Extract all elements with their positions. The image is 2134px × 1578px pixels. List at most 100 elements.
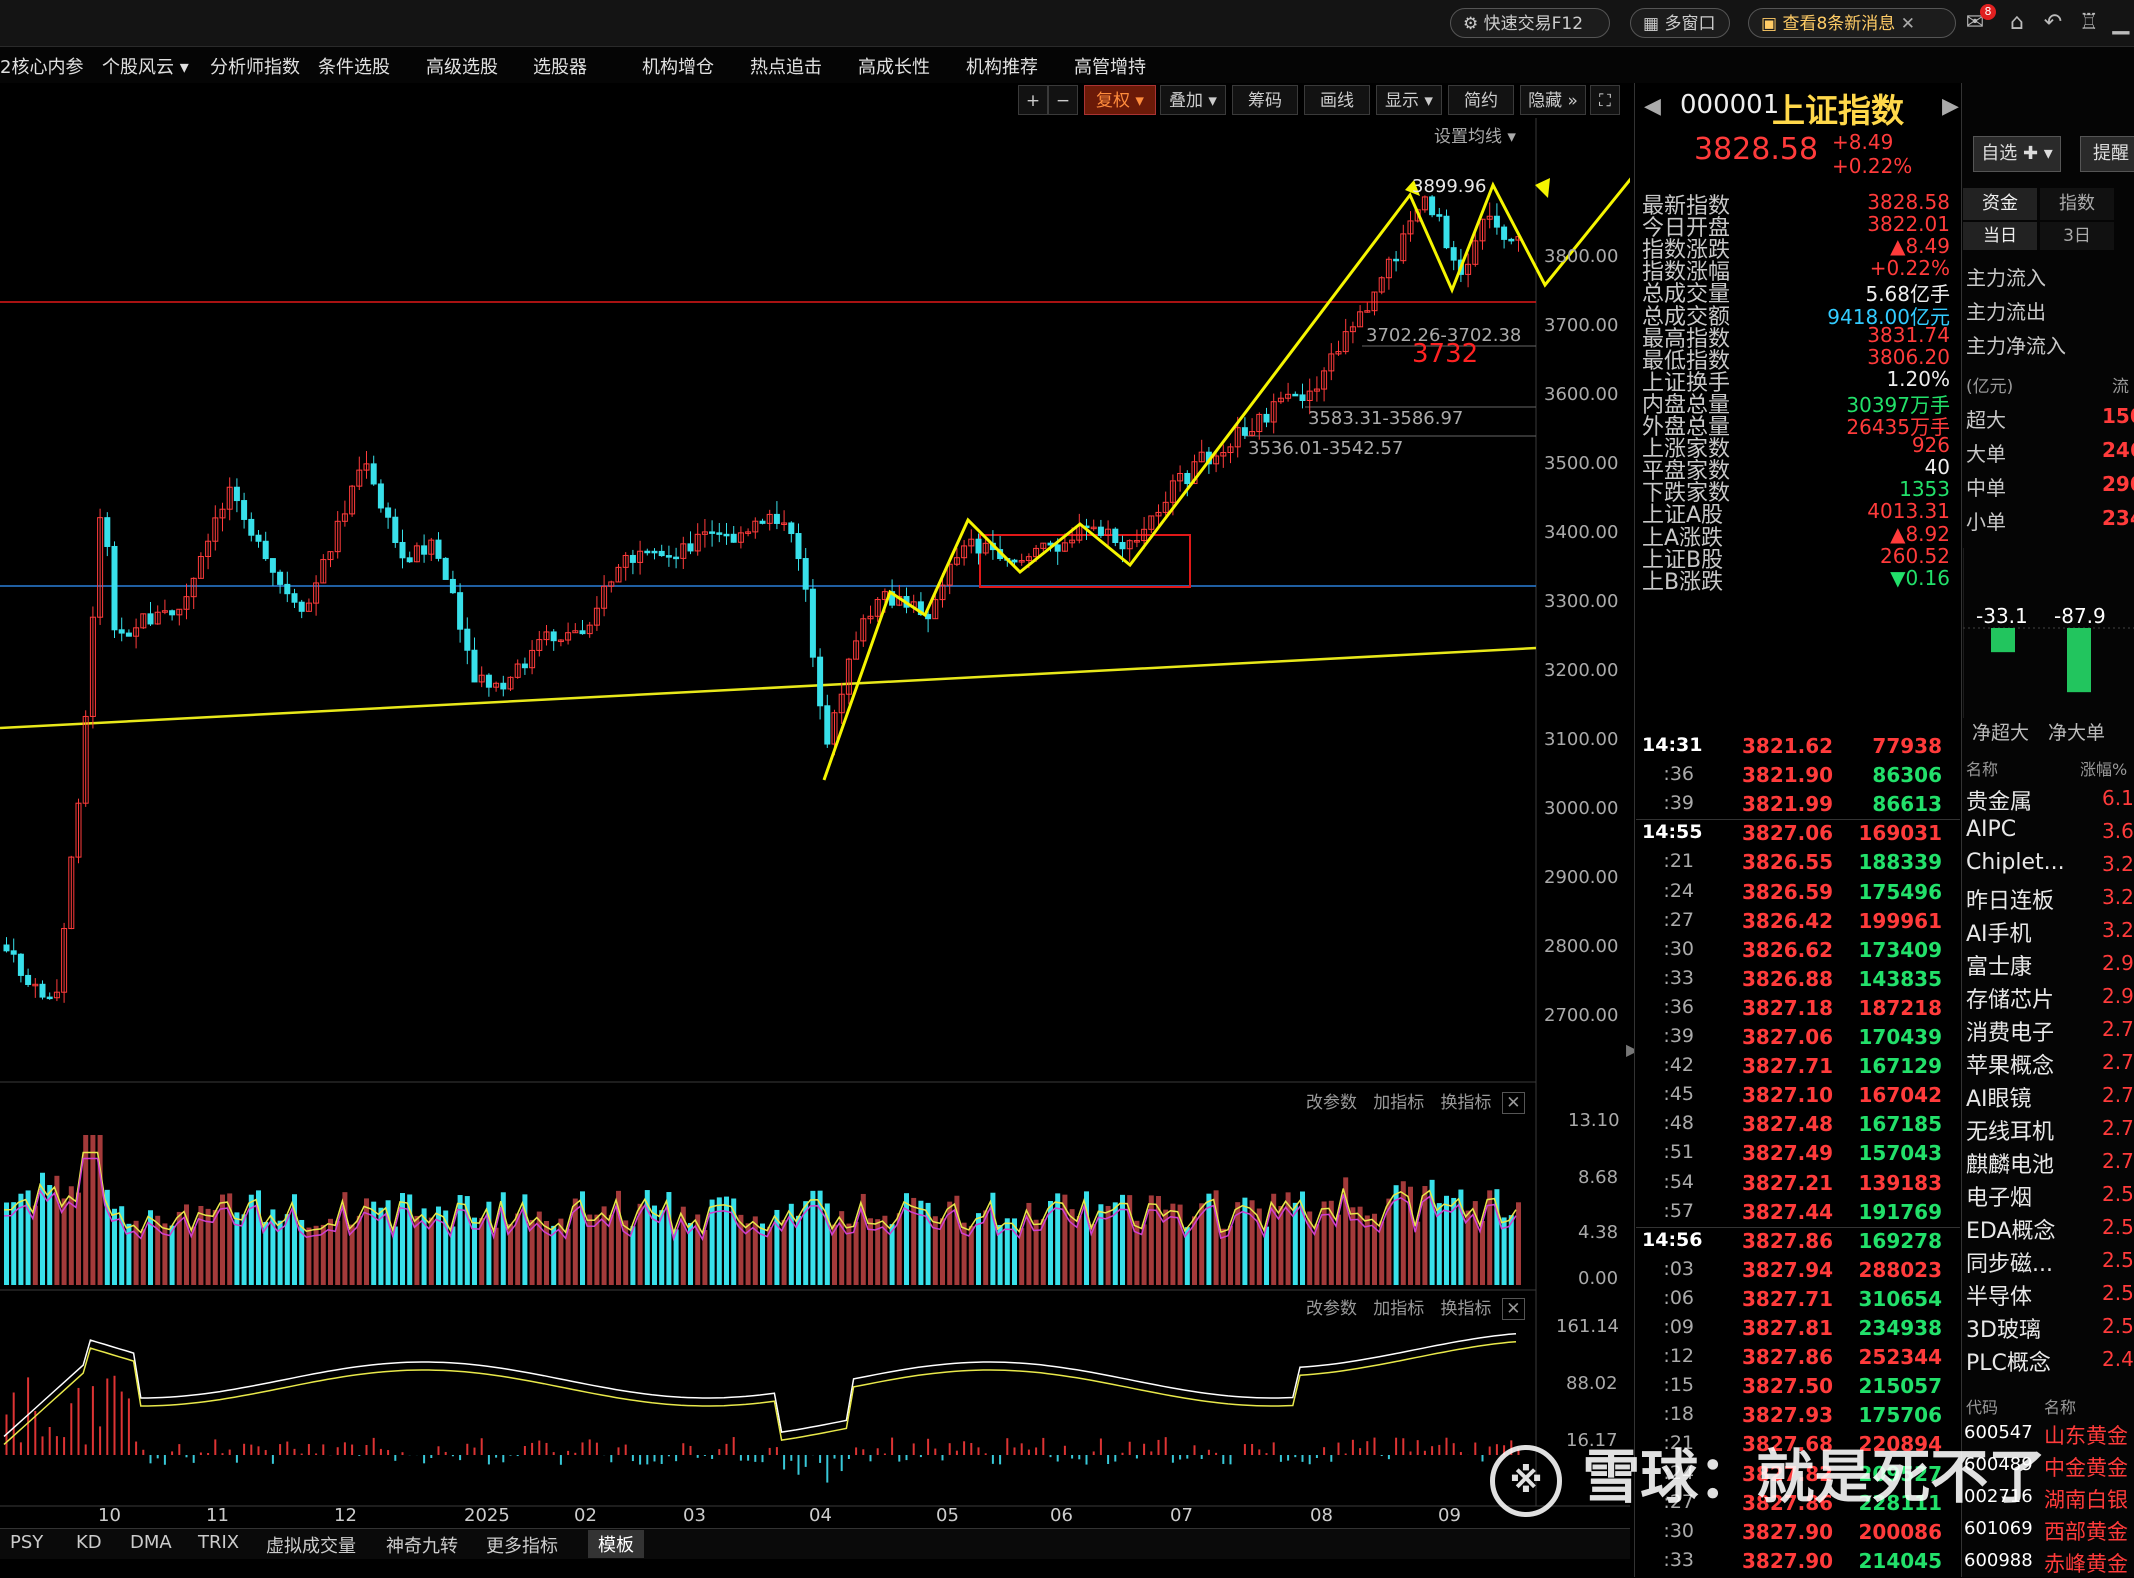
stock-code[interactable]: 002716 [1964,1486,2033,1507]
menu-item[interactable]: 条件选股 [318,57,390,78]
menu-item[interactable]: 2核心内参 [0,57,84,78]
back-icon[interactable]: ↶ [2043,10,2063,35]
wave-zigzag-line[interactable] [822,155,1630,781]
stock-code[interactable]: 601069 [1964,1518,2033,1539]
remind-button[interactable]: 提醒 [2080,136,2134,172]
kline-chart-area[interactable]: 3899.96 3702.26-3702.38 3732 3583.31-358… [0,118,1630,1528]
volume-bar [1069,1209,1075,1285]
tab-dma[interactable]: DMA [130,1532,172,1553]
sector-name[interactable]: AIPC [1966,817,2017,842]
stock-code[interactable]: 600547 [1964,1422,2033,1443]
messages-button[interactable]: ▣ 查看8条新消息 ✕ [1748,8,1956,38]
menu-item[interactable]: 选股器 [533,57,587,78]
menu-item[interactable]: 高级选股 [426,57,498,78]
sector-name[interactable]: 电子烟 [1966,1186,2033,1211]
menu-item[interactable]: 高管增持 [1074,57,1146,78]
display-dropdown[interactable]: 显示 ▾ [1376,85,1442,115]
menu-item[interactable]: 热点追击 [750,57,822,78]
stock-name[interactable]: 西部黄金 [2044,1520,2128,1544]
hide-button[interactable]: 隐藏 » [1520,85,1586,115]
edit-params-button[interactable]: 改参数 [1306,1093,1357,1113]
prev-stock-icon[interactable]: ◀ [1644,94,1661,119]
fuquan-dropdown[interactable]: 复权 ▾ [1084,85,1156,115]
menu-item[interactable]: 分析师指数 [210,57,300,78]
zoom-out-button[interactable]: − [1048,85,1078,115]
stock-code[interactable]: 600988 [1964,1550,2033,1571]
candle-body [536,639,543,651]
tab-trix[interactable]: TRIX [198,1532,240,1553]
close-icon[interactable]: ✕ [1502,1298,1525,1320]
watermark: ※ 雪球：就是死不了 [1490,1430,2046,1517]
candle-body [1097,526,1104,536]
fullscreen-icon[interactable]: ⛶ [1590,85,1620,115]
stock-name[interactable]: 山东黄金 [2044,1424,2128,1448]
collapse-handle[interactable]: ▶ [1626,1040,1639,1059]
tab-index[interactable]: 指数 [2040,188,2114,220]
trend-line-yellow[interactable] [0,646,1537,730]
sector-name[interactable]: 麒麟电池 [1966,1153,2055,1178]
quick-trade-button[interactable]: ⚙ 快速交易F12 [1450,8,1610,38]
tab-kd[interactable]: KD [76,1532,102,1553]
menu-item[interactable]: 个股风云 ▾ [102,57,189,78]
sector-name[interactable]: 消费电子 [1966,1021,2055,1046]
tab-3day[interactable]: 3日 [2040,222,2114,250]
close-icon[interactable]: ✕ [1502,1092,1525,1114]
sector-name[interactable]: AI手机 [1966,922,2032,947]
volume-bar [1487,1190,1493,1285]
tab-fund[interactable]: 资金 [1963,188,2037,220]
volume-bar [1292,1202,1298,1285]
consolidation-box[interactable] [979,534,1191,588]
add-watchlist-button[interactable]: 自选 ✚ ▾ [1973,136,2061,172]
tab-more-indicators[interactable]: 更多指标 [486,1536,558,1557]
edit-params-button[interactable]: 改参数 [1306,1299,1357,1319]
sector-name[interactable]: 存储芯片 [1966,988,2055,1013]
sector-name[interactable]: 无线耳机 [1966,1120,2055,1145]
stock-name[interactable]: 赤峰黄金 [2044,1552,2128,1576]
stock-name[interactable]: 湖南白银 [2044,1488,2128,1512]
simple-button[interactable]: 简约 [1448,85,1514,115]
switch-indicator-button[interactable]: 换指标 [1440,1093,1492,1113]
candle-body [53,991,60,999]
multi-window-button[interactable]: ▦ 多窗口 [1630,8,1730,38]
volume-bar [457,1195,463,1285]
sector-name[interactable]: AI眼镜 [1966,1087,2032,1112]
tab-virtual-volume[interactable]: 虚拟成交量 [266,1536,356,1557]
candle-body [68,856,75,930]
sector-name[interactable]: 苹果概念 [1966,1054,2055,1079]
stock-code[interactable]: 600489 [1964,1454,2033,1475]
tab-magic-nine[interactable]: 神奇九转 [386,1536,458,1557]
set-ma-button[interactable]: 设置均线 ▾ [1434,127,1516,147]
menu-item[interactable]: 机构推荐 [966,57,1038,78]
sector-name[interactable]: 3D玻璃 [1966,1318,2041,1343]
close-icon[interactable]: ✕ [1900,14,1915,34]
minimize-icon[interactable]: ▁ [2112,10,2130,35]
tab-template[interactable]: 模板 [588,1530,644,1558]
chips-button[interactable]: 筹码 [1232,85,1298,115]
tab-psy[interactable]: PSY [10,1532,44,1553]
sector-name[interactable]: 同步磁... [1966,1252,2053,1277]
add-indicator-button[interactable]: 加指标 [1373,1093,1425,1113]
next-stock-icon[interactable]: ▶ [1942,94,1959,119]
sector-name[interactable]: 半导体 [1966,1285,2033,1310]
home-icon[interactable]: ⌂ [2010,10,2024,35]
overlay-dropdown[interactable]: 叠加 ▾ [1160,85,1226,115]
sector-name[interactable]: 昨日连板 [1966,889,2055,914]
shirt-icon[interactable]: ♖ [2079,10,2099,35]
volume-bar [241,1214,247,1285]
stock-name[interactable]: 中金黄金 [2044,1456,2128,1480]
sector-name[interactable]: PLC概念 [1966,1351,2051,1376]
sector-name[interactable]: 贵金属 [1966,790,2033,815]
date-tick: 09 [1438,1505,1461,1526]
sector-name[interactable]: EDA概念 [1966,1219,2056,1244]
mail-icon[interactable]: ✉ [1965,10,1985,35]
add-indicator-button[interactable]: 加指标 [1373,1299,1425,1319]
menu-item[interactable]: 高成长性 [858,57,930,78]
menu-item[interactable]: 机构增仓 [642,57,714,78]
sector-name[interactable]: 富士康 [1966,955,2033,980]
switch-indicator-button[interactable]: 换指标 [1440,1299,1492,1319]
tab-today[interactable]: 当日 [1963,222,2037,250]
candle-body [140,613,147,629]
sector-name[interactable]: Chiplet... [1966,850,2065,875]
zoom-in-button[interactable]: + [1018,85,1048,115]
draw-line-button[interactable]: 画线 [1304,85,1370,115]
